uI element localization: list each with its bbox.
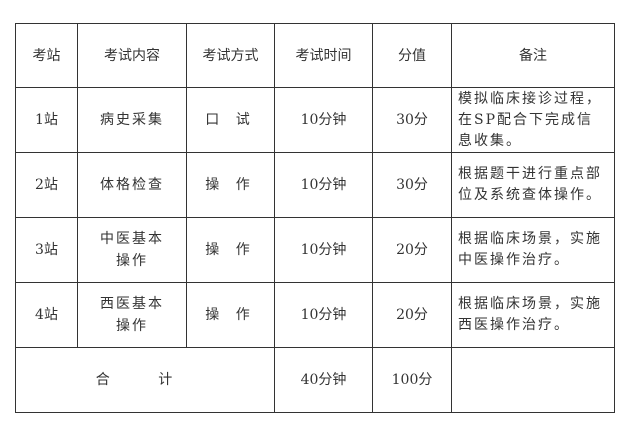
- table-row: 4站 西医基本操作 操 作 10分钟 20分 根据临床场景，实施西医操作治疗。: [15, 282, 615, 348]
- content-cell: 西医基本操作: [77, 282, 187, 348]
- time-cell: 10分钟: [274, 282, 373, 348]
- table-row: 2站 体格检查 操 作 10分钟 30分 根据题干进行重点部位及系统查体操作。: [15, 152, 615, 218]
- header-cell: 考试方式: [186, 23, 275, 88]
- score-cell: 20分: [372, 282, 452, 348]
- score-cell: 30分: [372, 152, 452, 218]
- note-cell: 根据临床场景，实施西医操作治疗。: [451, 282, 615, 348]
- table-row: 1站 病史采集 口 试 10分钟 30分 模拟临床接诊过程，在SP配合下完成信息…: [15, 87, 615, 153]
- note-cell: 模拟临床接诊过程，在SP配合下完成信息收集。: [451, 87, 615, 153]
- header-cell: 考试内容: [77, 23, 187, 88]
- time-cell: 10分钟: [274, 87, 373, 153]
- header-cell: 考试时间: [274, 23, 373, 88]
- total-time: 40分钟: [274, 347, 373, 413]
- content-cell: 中医基本操作: [77, 217, 187, 283]
- method-cell: 操 作: [186, 152, 275, 218]
- header-cell: 备注: [451, 23, 615, 88]
- total-score: 100分: [372, 347, 452, 413]
- header-cell: 分值: [372, 23, 452, 88]
- station-cell: 1站: [15, 87, 78, 153]
- time-cell: 10分钟: [274, 217, 373, 283]
- header-row: 考站 考试内容 考试方式 考试时间 分值 备注: [15, 23, 615, 88]
- time-cell: 10分钟: [274, 152, 373, 218]
- note-cell: 根据临床场景，实施中医操作治疗。: [451, 217, 615, 283]
- method-cell: 口 试: [186, 87, 275, 153]
- station-cell: 4站: [15, 282, 78, 348]
- score-cell: 20分: [372, 217, 452, 283]
- content-cell: 体格检查: [77, 152, 187, 218]
- content-cell: 病史采集: [77, 87, 187, 153]
- exam-stations-table: 考站 考试内容 考试方式 考试时间 分值 备注 1站 病史采集 口 试 10分钟…: [15, 23, 615, 413]
- total-label: 合 计: [15, 347, 275, 413]
- total-row: 合 计 40分钟 100分: [15, 347, 615, 413]
- method-cell: 操 作: [186, 217, 275, 283]
- table-row: 3站 中医基本操作 操 作 10分钟 20分 根据临床场景，实施中医操作治疗。: [15, 217, 615, 283]
- total-note: [451, 347, 615, 413]
- header-cell: 考站: [15, 23, 78, 88]
- method-cell: 操 作: [186, 282, 275, 348]
- note-cell: 根据题干进行重点部位及系统查体操作。: [451, 152, 615, 218]
- station-cell: 2站: [15, 152, 78, 218]
- score-cell: 30分: [372, 87, 452, 153]
- station-cell: 3站: [15, 217, 78, 283]
